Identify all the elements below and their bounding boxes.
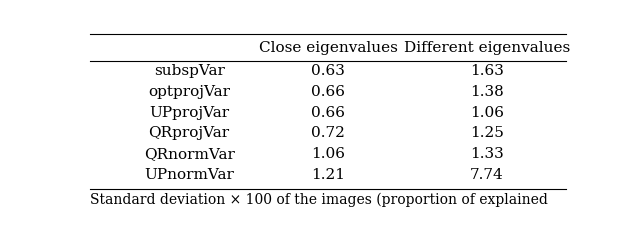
Text: 0.63: 0.63 — [311, 64, 345, 78]
Text: QRnormVar: QRnormVar — [144, 147, 234, 161]
Text: UPnormVar: UPnormVar — [144, 168, 234, 182]
Text: subspVar: subspVar — [154, 64, 225, 78]
Text: optprojVar: optprojVar — [148, 85, 230, 99]
Text: Standard deviation × 100 of the images (proportion of explained: Standard deviation × 100 of the images (… — [90, 193, 548, 207]
Text: 0.66: 0.66 — [311, 105, 345, 119]
Text: Close eigenvalues: Close eigenvalues — [259, 41, 397, 55]
Text: 0.72: 0.72 — [311, 126, 345, 140]
Text: 1.06: 1.06 — [311, 147, 345, 161]
Text: 1.06: 1.06 — [470, 105, 504, 119]
Text: 1.38: 1.38 — [470, 85, 504, 99]
Text: 1.21: 1.21 — [311, 168, 345, 182]
Text: Different eigenvalues: Different eigenvalues — [404, 41, 570, 55]
Text: QRprojVar: QRprojVar — [148, 126, 230, 140]
Text: 1.33: 1.33 — [470, 147, 504, 161]
Text: 7.74: 7.74 — [470, 168, 504, 182]
Text: 1.25: 1.25 — [470, 126, 504, 140]
Text: UPprojVar: UPprojVar — [149, 105, 229, 119]
Text: 0.66: 0.66 — [311, 85, 345, 99]
Text: 1.63: 1.63 — [470, 64, 504, 78]
